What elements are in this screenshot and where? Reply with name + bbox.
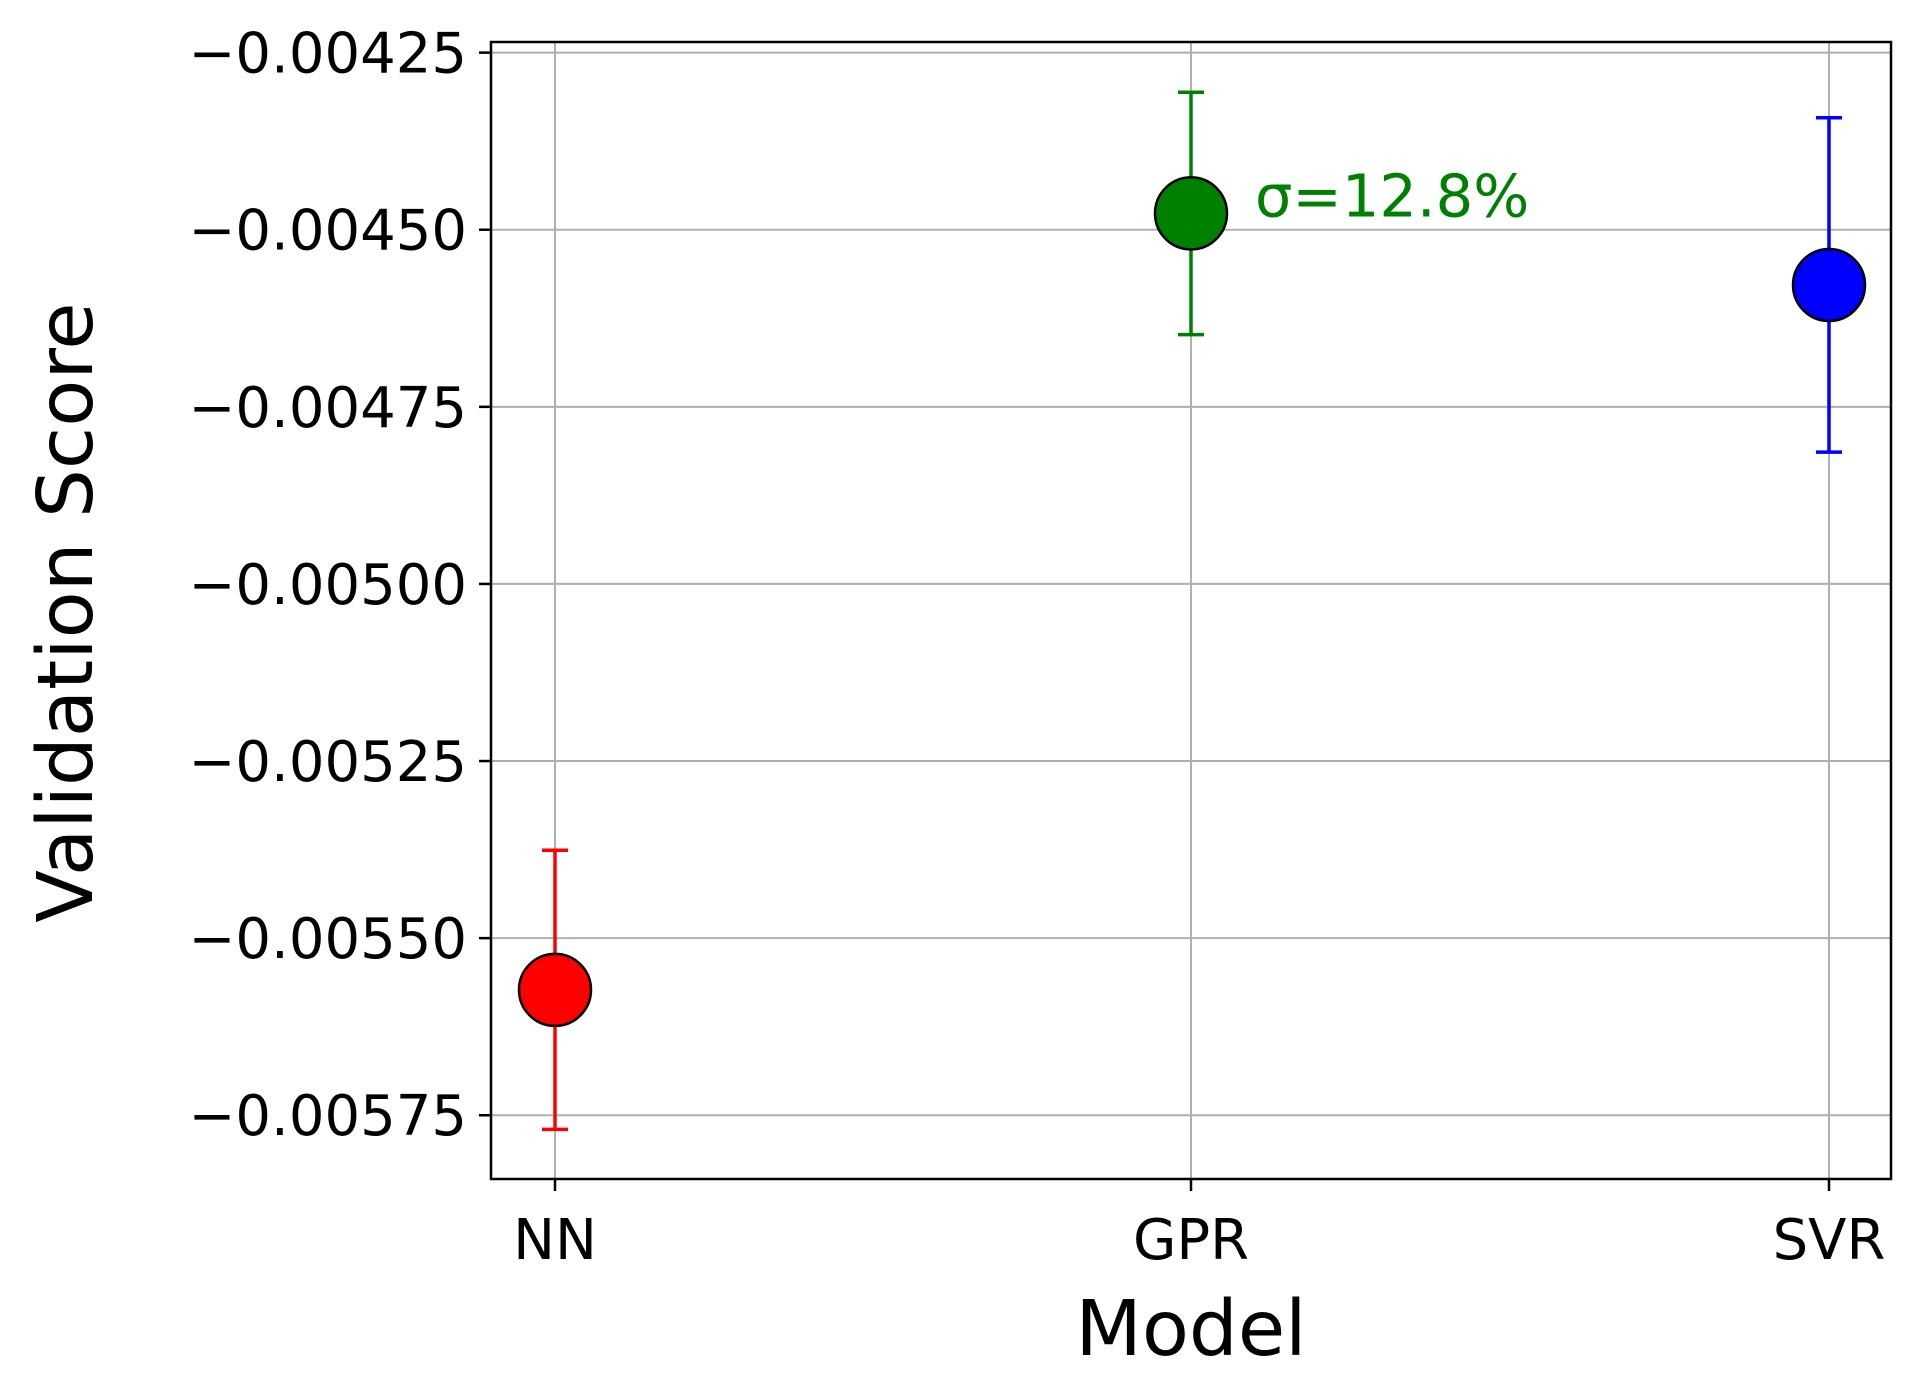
y-tick-label: −0.00500 [189, 553, 468, 618]
x-tick-label: GPR [1133, 1208, 1249, 1273]
y-axis-title: Validation Score [22, 302, 111, 922]
data-point-nn [517, 952, 593, 1028]
x-tick-label: SVR [1773, 1208, 1886, 1273]
sigma-annotation: σ=12.8% [1255, 161, 1529, 230]
y-tick-label: −0.00550 [189, 907, 468, 972]
y-tick-label: −0.00425 [189, 22, 468, 87]
x-tick-label: NN [513, 1208, 597, 1273]
y-tick-label: −0.00450 [189, 199, 468, 264]
x-axis-title: Model [1075, 1285, 1306, 1374]
data-point-svr [1791, 247, 1867, 323]
y-tick-label: −0.00525 [189, 730, 468, 795]
data-point-gpr [1153, 176, 1229, 251]
y-axis-ticks: −0.00425 −0.00450 −0.00475 −0.00500 −0.00525… [189, 22, 491, 1149]
y-tick-label: −0.00475 [189, 376, 468, 441]
y-tick-label: −0.00575 [189, 1084, 468, 1149]
x-axis-ticks: NN GPR SVR [513, 1179, 1885, 1273]
data-points [517, 176, 1867, 1028]
